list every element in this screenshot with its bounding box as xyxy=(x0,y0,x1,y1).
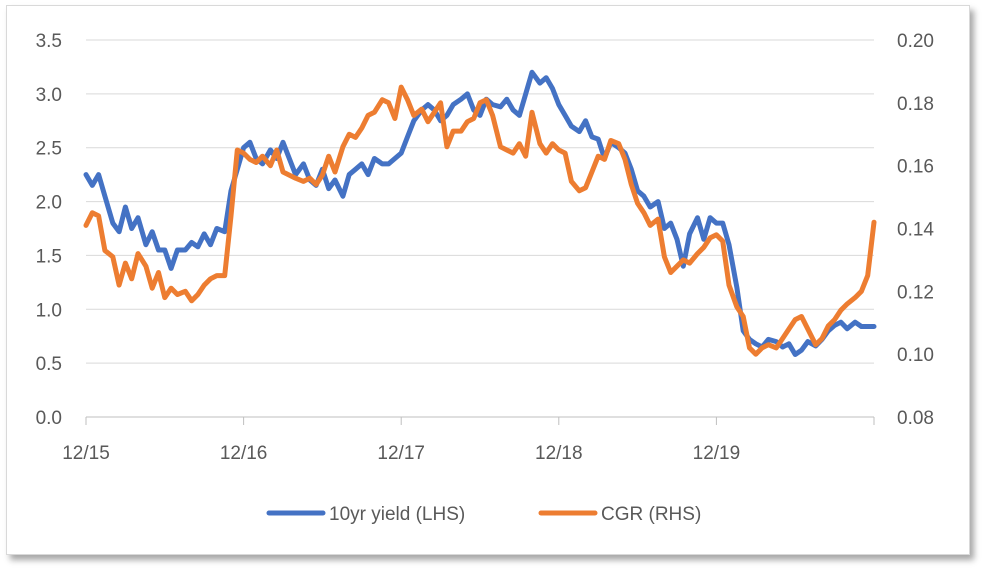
left-y-tick-label: 2.0 xyxy=(36,193,62,214)
series-line-cgr xyxy=(83,84,877,357)
series-lines xyxy=(83,69,877,357)
legend: 10yr yield (LHS) CGR (RHS) xyxy=(266,504,701,525)
right-y-tick-label: 0.16 xyxy=(897,157,934,178)
left-y-tick-label: 1.5 xyxy=(36,246,62,267)
right-y-tick-label: 0.18 xyxy=(897,94,934,115)
right-y-axis: 0.08 0.10 0.12 0.14 0.16 0.18 0.20 xyxy=(897,31,934,429)
left-y-axis: 0.0 0.5 1.0 1.5 2.0 2.5 3.0 3.5 xyxy=(36,31,62,429)
x-tick-label: 12/15 xyxy=(62,443,110,464)
x-axis xyxy=(85,416,875,425)
x-axis-tick-labels: 12/15 12/16 12/17 12/18 12/19 xyxy=(62,443,740,464)
left-y-tick-label: 3.0 xyxy=(36,85,62,106)
right-y-tick-label: 0.08 xyxy=(897,408,934,429)
gridlines xyxy=(86,39,874,364)
x-tick-label: 12/16 xyxy=(220,443,268,464)
left-y-tick-label: 2.5 xyxy=(36,139,62,160)
legend-label: 10yr yield (LHS) xyxy=(329,504,465,525)
left-y-tick-label: 0.0 xyxy=(36,408,62,429)
x-tick-label: 12/19 xyxy=(693,443,741,464)
right-y-tick-label: 0.12 xyxy=(897,282,934,303)
left-y-tick-label: 3.5 xyxy=(36,31,62,52)
x-tick-label: 12/18 xyxy=(535,443,583,464)
right-y-tick-label: 0.20 xyxy=(897,31,934,52)
legend-label: CGR (RHS) xyxy=(601,504,701,525)
left-y-tick-label: 0.5 xyxy=(36,354,62,375)
chart-frame xyxy=(6,5,970,555)
right-y-tick-label: 0.14 xyxy=(897,220,934,241)
left-y-tick-label: 1.0 xyxy=(36,300,62,321)
series-line-10yr-yield xyxy=(83,69,877,357)
x-tick-label: 12/17 xyxy=(377,443,425,464)
right-y-tick-label: 0.10 xyxy=(897,345,934,366)
